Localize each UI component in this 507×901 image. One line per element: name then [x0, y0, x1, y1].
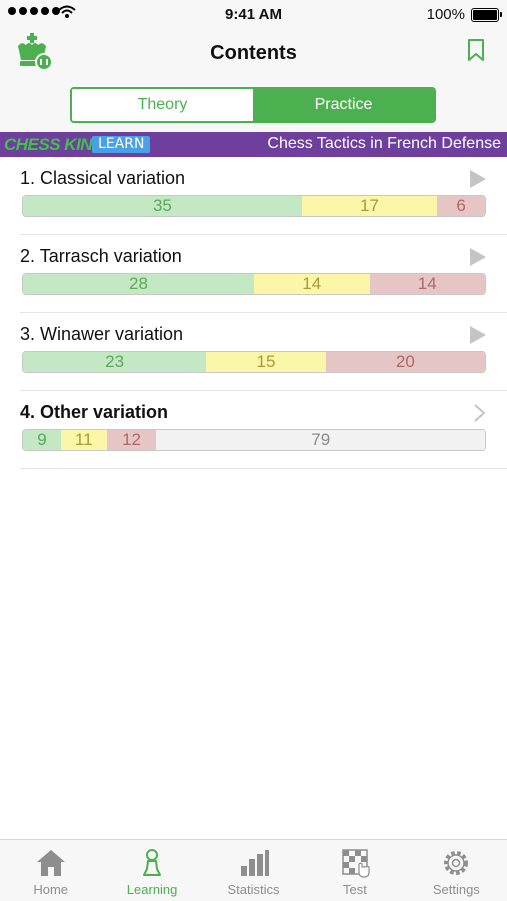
tab-learning[interactable]: Learning	[101, 840, 202, 901]
progress-bar: 23 15 20	[22, 351, 486, 373]
progress-solved: 28	[23, 274, 254, 294]
progress-partial: 17	[301, 196, 438, 216]
progress-bar: 28 14 14	[22, 273, 486, 295]
tab-home[interactable]: Home	[0, 840, 101, 901]
progress-failed: 14	[369, 274, 485, 294]
list-item[interactable]: 4. Other variation 9 11 12 79	[20, 391, 507, 469]
theory-practice-switch: Theory Practice	[70, 87, 436, 123]
pawn-icon	[143, 849, 162, 876]
segment-bar: Theory Practice	[0, 80, 507, 132]
chessboard-hand-icon	[342, 849, 370, 878]
tab-practice[interactable]: Practice	[253, 89, 434, 121]
tab-label: Settings	[432, 882, 480, 897]
status-bar: 9:41 AM 100%	[0, 0, 507, 28]
navigation-bar: Contents	[0, 28, 507, 80]
chevron-right-icon[interactable]	[473, 403, 487, 423]
progress-failed: 6	[437, 196, 485, 216]
progress-failed: 20	[325, 352, 485, 372]
list-item[interactable]: 3. Winawer variation 23 15 20	[20, 313, 507, 391]
play-icon[interactable]	[469, 247, 487, 267]
brand-logo: CHESS KING	[4, 135, 105, 154]
chapter-list: 1. Classical variation 35 17 6 2. Tarras…	[0, 157, 507, 469]
list-item[interactable]: 2. Tarrasch variation 28 14 14	[20, 235, 507, 313]
tab-label: Test	[343, 882, 367, 897]
play-icon[interactable]	[469, 325, 487, 345]
progress-bar: 9 11 12 79	[22, 429, 486, 451]
chapter-title: 2. Tarrasch variation	[20, 246, 182, 266]
page-title: Contents	[210, 42, 297, 64]
learn-badge: LEARN	[92, 136, 151, 153]
chapter-title: 3. Winawer variation	[20, 324, 184, 344]
progress-solved: 9	[23, 430, 61, 450]
progress-unsolved: 79	[156, 430, 485, 450]
progress-partial: 11	[60, 430, 107, 450]
list-item[interactable]: 1. Classical variation 35 17 6	[20, 157, 507, 235]
tab-label: Home	[33, 882, 69, 897]
progress-bar: 35 17 6	[22, 195, 486, 217]
progress-failed: 12	[106, 430, 157, 450]
bookmark-icon[interactable]	[467, 38, 485, 62]
gear-icon	[444, 851, 469, 875]
progress-solved: 35	[23, 196, 302, 216]
tab-test[interactable]: Test	[304, 840, 405, 901]
battery-percentage: 100%	[426, 6, 465, 23]
battery-icon	[471, 8, 502, 22]
home-icon	[36, 850, 65, 876]
wifi-icon	[58, 5, 76, 18]
progress-solved: 23	[23, 352, 207, 372]
course-title: Chess Tactics in French Defense	[267, 135, 501, 152]
tab-settings[interactable]: Settings	[406, 840, 507, 901]
chapter-title: 1. Classical variation	[20, 168, 186, 188]
chapter-title: 4. Other variation	[20, 402, 169, 422]
tab-statistics[interactable]: Statistics	[203, 840, 304, 901]
progress-partial: 15	[206, 352, 326, 372]
play-icon[interactable]	[469, 169, 487, 189]
signal-strength-icon	[8, 7, 60, 15]
tab-theory[interactable]: Theory	[72, 89, 253, 121]
tab-bar: Home Learning Statistics Test	[0, 839, 507, 901]
status-time: 9:41 AM	[225, 6, 282, 23]
bar-chart-icon	[240, 850, 269, 876]
progress-partial: 14	[254, 274, 370, 294]
chess-king-logo-icon[interactable]	[14, 32, 54, 72]
tab-label: Learning	[126, 882, 178, 897]
tab-label: Statistics	[227, 882, 280, 897]
course-banner: CHESS KING LEARN Chess Tactics in French…	[0, 132, 507, 157]
